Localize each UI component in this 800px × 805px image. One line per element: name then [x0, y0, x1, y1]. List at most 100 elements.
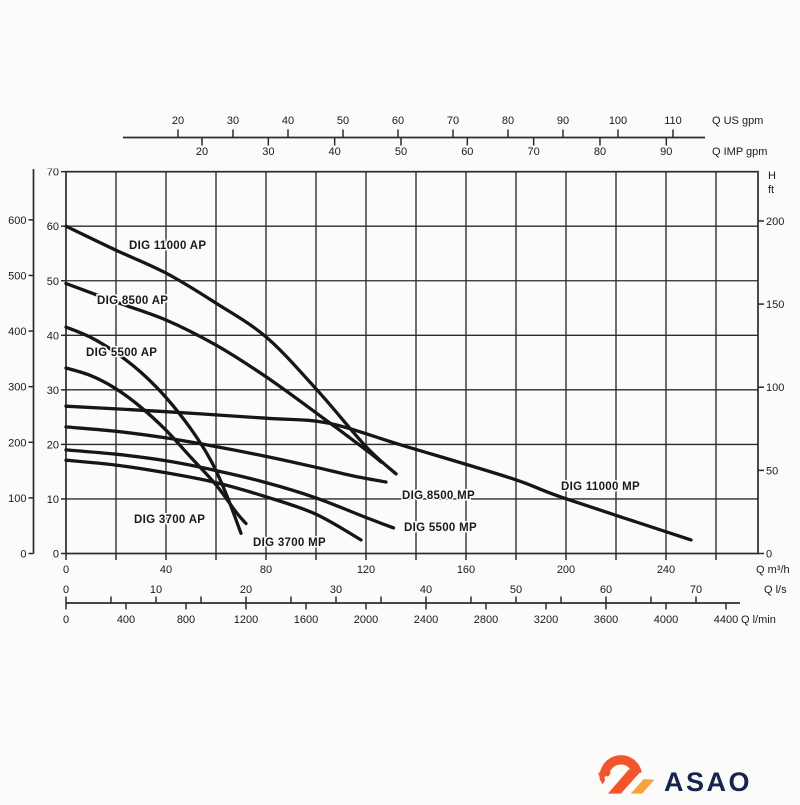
- tick-label: 1200: [234, 614, 258, 626]
- tick-label: 40: [160, 564, 172, 576]
- curve-label: DIG 11000 AP: [129, 240, 206, 252]
- curve-dig-8500-ap: [64, 281, 383, 464]
- axis-label-lmin: Q l/min: [741, 614, 776, 626]
- curve-labels: DIG 11000 AP DIG 8500 AP DIG 5500 AP DIG 37…: [85, 239, 642, 551]
- tick-label: 70: [528, 146, 540, 158]
- tick-label: 0: [63, 584, 69, 596]
- tick-label: 3600: [594, 614, 618, 626]
- tick-label: 120: [357, 564, 375, 576]
- tick-label: 90: [660, 146, 672, 158]
- tick-label: 0: [20, 549, 26, 561]
- tick-label: 40: [420, 584, 432, 596]
- tick-label: 0: [53, 549, 59, 561]
- tick-label: 60: [461, 146, 473, 158]
- tick-label: 70: [47, 167, 59, 179]
- tick-label: 240: [657, 564, 675, 576]
- asao-logo: ASAO: [594, 742, 800, 798]
- tick-label: 0: [766, 549, 772, 561]
- axis-left-outer: 600 500 400 300 200 100 0: [8, 169, 35, 561]
- tick-label: 50: [510, 584, 522, 596]
- curve-label: DIG 5500 AP: [86, 347, 157, 359]
- tick-label: 50: [395, 146, 407, 158]
- tick-label: 10: [150, 584, 162, 596]
- asao-logo-icon: [598, 755, 655, 794]
- tick-label: 60: [392, 115, 404, 127]
- tick-label: 150: [766, 299, 784, 311]
- tick-label: 10: [47, 494, 59, 506]
- axis-bottom-lmin: 0 400 800 1200 1600 2000 2400 2800 3200 3600 4000 4…: [63, 602, 776, 626]
- plot-border: [65, 170, 759, 555]
- tick-label: 30: [47, 385, 59, 397]
- curve-label: DIG 8500 MP: [402, 490, 475, 502]
- tick-label: 60: [600, 584, 612, 596]
- tick-label: 100: [766, 382, 784, 394]
- tick-label: 20: [172, 115, 184, 127]
- tick-label: 70: [447, 115, 459, 127]
- tick-label: 20: [240, 584, 252, 596]
- tick-label: 30: [330, 584, 342, 596]
- tick-label: 0: [63, 564, 69, 576]
- tick-label: 400: [8, 326, 26, 338]
- tick-label: 40: [282, 115, 294, 127]
- tick-label: 110: [664, 115, 682, 127]
- tick-label: 20: [196, 146, 208, 158]
- curve-label: DIG 8500 AP: [97, 295, 168, 307]
- axis-label-m3h: Q m³/h: [756, 564, 790, 576]
- curve-dig-11000-ap: [64, 224, 398, 476]
- tick-label: 50: [47, 276, 59, 288]
- tick-label: 100: [8, 493, 26, 505]
- curve-label: DIG 3700 MP: [253, 537, 326, 549]
- tick-label: 90: [557, 115, 569, 127]
- axis-label-us-gpm: Q US gpm: [712, 115, 763, 127]
- scan-cut-artifact: [39, 158, 63, 169]
- grid: [66, 171, 758, 554]
- curve-dig-11000-mp: [64, 404, 693, 542]
- axis-title-h: H: [768, 170, 776, 182]
- tick-label: 60: [47, 221, 59, 233]
- tick-label: 50: [337, 115, 349, 127]
- tick-label: 0: [63, 614, 69, 626]
- tick-label: 1600: [294, 614, 318, 626]
- logo-beak: [598, 772, 612, 785]
- tick-label: 2400: [414, 614, 438, 626]
- tick-label: 400: [117, 614, 135, 626]
- tick-label: 20: [47, 439, 59, 451]
- axis-bottom-ls: 0 10 20 30 40 50 60 70 Q l/s: [63, 584, 787, 603]
- pump-curves: [64, 224, 693, 542]
- asao-logo-text: ASAO: [664, 767, 753, 797]
- tick-label: 200: [766, 216, 784, 228]
- tick-label: 3200: [534, 614, 558, 626]
- tick-label: 2000: [354, 614, 378, 626]
- tick-label: 50: [766, 465, 778, 477]
- tick-label: 30: [227, 115, 239, 127]
- tick-label: 300: [8, 382, 26, 394]
- tick-label: 80: [594, 146, 606, 158]
- logo-amber-stripe: [630, 778, 655, 794]
- curve-label: DIG 5500 MP: [404, 522, 477, 534]
- tick-label: 200: [8, 437, 26, 449]
- tick-label: 200: [557, 564, 575, 576]
- logo-beak-notch: [604, 775, 613, 787]
- axis-bottom-m3h: 0 40 80 120 160 200 240 Q m³/h: [63, 553, 790, 576]
- tick-label: 100: [609, 115, 627, 127]
- tick-label: 160: [457, 564, 475, 576]
- axis-top-gpm: 20 30 40 50 60 70 80 90 100 110 Q US gpm 20 30 40 50 60…: [123, 115, 767, 158]
- curve-dig-3700-mp: [64, 458, 363, 542]
- axis-unit-ft: ft: [768, 184, 774, 196]
- tick-label: 70: [690, 584, 702, 596]
- curve-label: DIG 3700 AP: [134, 514, 205, 526]
- tick-label: 4000: [654, 614, 678, 626]
- tick-label: 80: [502, 115, 514, 127]
- axis-label-ls: Q l/s: [764, 584, 787, 596]
- tick-label: 2800: [474, 614, 498, 626]
- logo-swan-tail-stripe: [607, 769, 642, 794]
- curve-label: DIG 11000 MP: [561, 481, 640, 493]
- tick-label: 800: [177, 614, 195, 626]
- tick-label: 40: [329, 146, 341, 158]
- curve-dig-8500-mp: [64, 425, 388, 484]
- tick-label: 4400: [714, 614, 738, 626]
- axis-right-ft: Hft 200 150 100 50 0: [758, 170, 784, 561]
- tick-label: 40: [47, 330, 59, 342]
